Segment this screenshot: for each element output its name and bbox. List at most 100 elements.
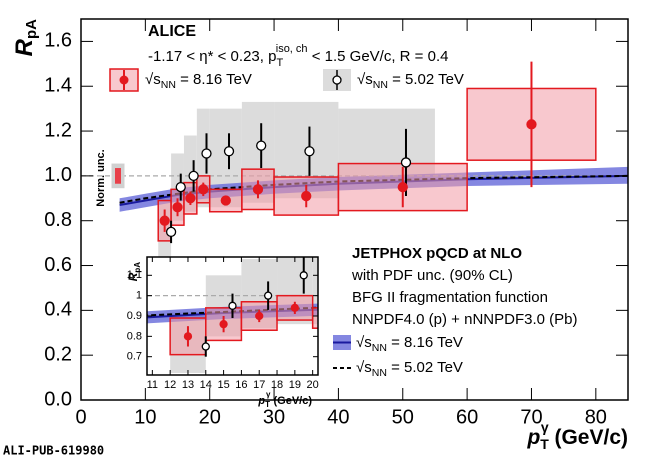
y-tick-label: 1.1 <box>127 269 142 281</box>
y-tick-label: 1.0 <box>44 164 72 186</box>
inset-x-title: pTγ (GeV/c) <box>257 390 312 409</box>
text-part: (GeV/c) <box>270 395 312 407</box>
legend-swatch <box>119 75 129 85</box>
text-part: = 8.16 TeV <box>176 71 252 88</box>
legend-swatch <box>332 75 342 85</box>
y-tick-label: 0.4 <box>44 299 72 321</box>
text-part: NN <box>372 342 387 354</box>
x-tick-label: 20 <box>199 406 221 428</box>
data-point <box>165 226 177 238</box>
x-tick-label: 19 <box>289 379 301 391</box>
data-point <box>185 193 196 204</box>
text-part: p <box>526 426 540 449</box>
data-point <box>175 181 186 193</box>
x-tick-label: 14 <box>200 379 212 391</box>
text-part: (GeV/c) <box>549 426 628 449</box>
theory-note: with PDF unc. (90% CL) <box>351 267 513 284</box>
data-point <box>198 184 209 195</box>
y-tick-label: 0.9 <box>127 310 142 322</box>
y-axis-title: RpA <box>11 19 40 57</box>
x-tick-label: 70 <box>520 406 542 428</box>
text-part: iso, ch <box>276 43 308 55</box>
data-point <box>220 195 231 206</box>
x-tick-label: 50 <box>392 406 414 428</box>
text-part: T <box>540 436 549 452</box>
text-part: R <box>126 272 140 281</box>
x-tick-label: 11 <box>147 379 158 391</box>
syst-band-5tev <box>312 257 318 325</box>
inset-plot <box>147 257 318 373</box>
data-point <box>299 271 308 280</box>
x-tick-label: 12 <box>164 379 176 391</box>
x-tick-label: 16 <box>235 379 247 391</box>
y-tick-label: 0.8 <box>127 330 142 342</box>
text-part: γ <box>266 390 271 399</box>
syst-box <box>311 307 318 329</box>
data-point <box>256 140 267 151</box>
y-tick-label: 1.6 <box>44 30 72 52</box>
y-tick-label: 1 <box>136 290 142 302</box>
y-tick-label: 0.2 <box>44 343 72 365</box>
data-point <box>263 291 273 300</box>
y-tick-label: 0.7 <box>127 351 142 363</box>
text-part: √s <box>145 71 161 88</box>
x-tick-label: 0 <box>75 406 86 428</box>
text-part: pA <box>133 262 142 273</box>
norm-unc-box <box>115 168 121 184</box>
y-tick-label: 0.8 <box>44 209 72 231</box>
main-plot <box>81 61 628 262</box>
text-part: √s <box>356 334 372 351</box>
text-part: √s <box>357 71 373 88</box>
y-tick-label: 1.4 <box>44 75 72 97</box>
x-tick-label: 18 <box>271 379 283 391</box>
data-point <box>159 215 170 226</box>
kinematics: -1.17 < η* < 0.23, pTiso, ch < 1.5 GeV/c… <box>148 43 448 69</box>
theory-title: JETPHOX pQCD at NLO <box>352 245 522 262</box>
data-point <box>219 319 228 329</box>
data-point <box>400 157 412 168</box>
x-axis-title: pTγ (GeV/c) <box>526 419 628 452</box>
x-tick-label: 40 <box>327 406 349 428</box>
text-part: pA <box>23 19 40 39</box>
x-tick-label: 30 <box>263 406 285 428</box>
x-tick-label: 80 <box>585 406 607 428</box>
data-point <box>304 146 315 157</box>
data-point <box>201 342 210 351</box>
y-tick-label: 1.2 <box>44 119 72 141</box>
x-tick-label: 60 <box>456 406 478 428</box>
syst-box <box>273 176 340 216</box>
data-point <box>252 184 264 195</box>
data-point <box>183 332 193 341</box>
text-part: √s <box>356 359 372 376</box>
text-part: = 8.16 TeV <box>387 334 463 351</box>
x-tick-label: 13 <box>182 379 194 391</box>
text-part: NN <box>372 367 387 379</box>
norm-unc-label: Norm. unc. <box>95 149 107 206</box>
plot-frame <box>80 18 629 401</box>
text-part: NN <box>373 79 388 91</box>
x-tick-label: 17 <box>253 379 265 391</box>
text-part: p <box>257 395 265 407</box>
theory-note: BFG II fragmentation function <box>352 289 548 306</box>
chart-title: ALICE <box>148 23 196 40</box>
data-point <box>201 148 212 159</box>
text-part: T <box>265 400 270 409</box>
data-point <box>228 301 237 310</box>
legend-label: √sNN = 8.16 TeV <box>356 334 463 354</box>
inset-y-title: RpA <box>126 262 142 282</box>
text-part: = 5.02 TeV <box>387 359 463 376</box>
data-point <box>397 181 408 193</box>
text-part: γ <box>541 419 549 435</box>
legend-label: √sNN = 5.02 TeV <box>356 359 463 379</box>
text-part: NN <box>161 79 176 91</box>
legend-label: √sNN = 8.16 TeV <box>145 71 252 91</box>
y-tick-label: 0.6 <box>44 254 72 276</box>
watermark: ALI-PUB-619980 <box>3 444 104 458</box>
theory-note: NNPDF4.0 (p) + nNNPDF3.0 (Pb) <box>352 311 577 328</box>
legend-label: √sNN = 5.02 TeV <box>357 71 464 91</box>
x-tick-label: 20 <box>307 379 319 391</box>
data-point <box>188 170 199 182</box>
text-part: = 5.02 TeV <box>388 71 464 88</box>
data-point <box>290 303 299 313</box>
